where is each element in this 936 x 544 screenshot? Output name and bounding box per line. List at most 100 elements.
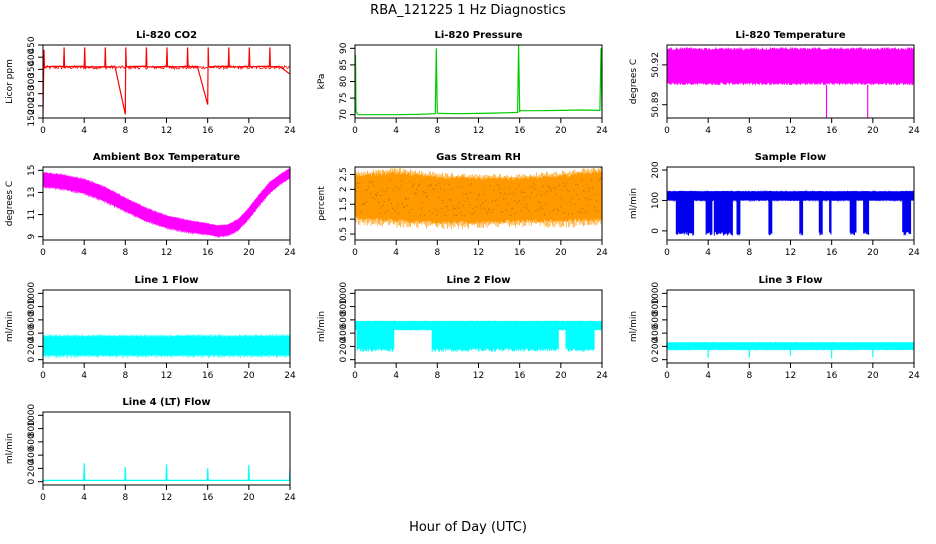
series-dropout-sample-flow-5 bbox=[799, 191, 804, 236]
ytick-label-line-2-flow-1000: 1000 bbox=[339, 282, 349, 305]
series-dropout-sample-flow-7 bbox=[829, 191, 832, 235]
ytick-label-ambient-box-temperature-15: 15 bbox=[27, 165, 37, 176]
series-dropout-line-2-flow-1 bbox=[431, 321, 559, 352]
series-line-line-4-lt-flow bbox=[43, 463, 290, 481]
xtick-label-li-820-pressure-24: 24 bbox=[596, 126, 608, 136]
ytick-label-li-820-pressure-80: 80 bbox=[339, 76, 349, 88]
xtick-label-gas-stream-rh-16: 16 bbox=[514, 248, 526, 258]
ytick-label-line-3-flow-0: 0 bbox=[651, 357, 661, 363]
ytick-label-li-820-temperature-50.92: 50.92 bbox=[651, 52, 661, 78]
xtick-label-line-2-flow-16: 16 bbox=[514, 371, 526, 381]
series-line-3-flow bbox=[667, 341, 914, 359]
xtick-label-line-3-flow-4: 4 bbox=[705, 371, 711, 381]
xtick-label-sample-flow-8: 8 bbox=[746, 248, 752, 258]
xtick-label-li-820-temperature-8: 8 bbox=[746, 126, 752, 136]
xtick-label-li-820-co2-0: 0 bbox=[40, 126, 46, 136]
xtick-label-line-2-flow-20: 20 bbox=[555, 371, 567, 381]
ytick-label-line-3-flow-400: 400 bbox=[651, 324, 661, 341]
xtick-label-ambient-box-temperature-16: 16 bbox=[202, 248, 214, 258]
ytick-label-line-1-flow-800: 800 bbox=[27, 298, 37, 315]
panel-ylabel-line-1-flow: ml/min bbox=[5, 311, 15, 342]
xtick-label-line-2-flow-0: 0 bbox=[352, 371, 358, 381]
ytick-label-line-1-flow-200: 200 bbox=[27, 338, 37, 355]
ytick-label-line-2-flow-400: 400 bbox=[339, 324, 349, 341]
panel-li-820-temperature: Li-820 Temperature degrees C 0 4 8 12 16 20 24 50… bbox=[629, 30, 920, 136]
ytick-label-line-3-flow-1000: 1000 bbox=[651, 282, 661, 305]
xtick-label-li-820-co2-12: 12 bbox=[161, 126, 172, 136]
ytick-label-li-820-pressure-75: 75 bbox=[339, 92, 349, 103]
series-dropout-sample-flow-9 bbox=[863, 191, 870, 235]
figure-title: RBA_121225 1 Hz Diagnostics bbox=[370, 3, 566, 18]
xtick-label-line-1-flow-16: 16 bbox=[202, 371, 214, 381]
xtick-label-line-1-flow-24: 24 bbox=[284, 371, 296, 381]
ytick-label-gas-stream-rh-2: 2 bbox=[339, 186, 349, 192]
xtick-label-li-820-pressure-16: 16 bbox=[514, 126, 526, 136]
ytick-label-line-4-lt-flow-200: 200 bbox=[27, 460, 37, 477]
xtick-label-ambient-box-temperature-0: 0 bbox=[40, 248, 46, 258]
series-line-4-lt-flow bbox=[43, 463, 290, 481]
panel-line-4-lt-flow: Line 4 (LT) Flow ml/min 0 4 8 12 16 20 24 0 200400… bbox=[5, 397, 296, 503]
xtick-label-sample-flow-12: 12 bbox=[785, 248, 796, 258]
xtick-label-line-4-lt-flow-20: 20 bbox=[243, 493, 255, 503]
series-hatch-line-1-flow bbox=[43, 334, 290, 359]
panel-line-1-flow: Line 1 Flow ml/min 0 4 8 12 16 20 24 0 20040060080… bbox=[5, 275, 296, 381]
xtick-label-sample-flow-0: 0 bbox=[664, 248, 670, 258]
xtick-label-line-1-flow-8: 8 bbox=[122, 371, 128, 381]
panel-title-gas-stream-rh: Gas Stream RH bbox=[436, 152, 521, 163]
xtick-label-li-820-pressure-4: 4 bbox=[393, 126, 399, 136]
xtick-label-line-2-flow-4: 4 bbox=[393, 371, 399, 381]
xtick-label-sample-flow-20: 20 bbox=[867, 248, 879, 258]
ytick-label-li-820-co2-150: 150 bbox=[27, 109, 37, 126]
xtick-label-li-820-pressure-12: 12 bbox=[473, 126, 484, 136]
panel-ambient-box-temperature: Ambient Box Temperature degrees C 0 4 8 12 16 2… bbox=[5, 152, 296, 258]
series-dropout-sample-flow-4 bbox=[768, 191, 773, 236]
ytick-label-line-1-flow-400: 400 bbox=[27, 324, 37, 341]
xtick-label-line-3-flow-0: 0 bbox=[664, 371, 670, 381]
ytick-label-gas-stream-rh-0.5: 0.5 bbox=[339, 227, 349, 241]
ytick-label-line-4-lt-flow-1000: 1000 bbox=[27, 404, 37, 427]
ytick-label-line-4-lt-flow-800: 800 bbox=[27, 420, 37, 437]
xtick-label-li-820-temperature-16: 16 bbox=[826, 126, 838, 136]
ytick-label-line-3-flow-200: 200 bbox=[651, 338, 661, 355]
series-dropout-line-2-flow-0 bbox=[356, 321, 395, 352]
series-hatch-line-3-flow bbox=[667, 341, 914, 351]
series-dropout-sample-flow-3 bbox=[736, 191, 741, 236]
series-hatch-gas-stream-rh bbox=[355, 167, 602, 230]
series-hatch-ambient-box-temperature bbox=[43, 168, 290, 238]
panel-title-ambient-box-temperature: Ambient Box Temperature bbox=[93, 152, 240, 163]
xtick-label-gas-stream-rh-8: 8 bbox=[434, 248, 440, 258]
xtick-label-li-820-co2-24: 24 bbox=[284, 126, 296, 136]
xtick-label-li-820-temperature-4: 4 bbox=[705, 126, 711, 136]
xtick-label-ambient-box-temperature-20: 20 bbox=[243, 248, 255, 258]
ytick-label-li-820-pressure-85: 85 bbox=[339, 59, 349, 70]
xtick-label-line-3-flow-20: 20 bbox=[867, 371, 879, 381]
panel-frame-sample-flow bbox=[666, 166, 915, 241]
xtick-label-sample-flow-4: 4 bbox=[705, 248, 711, 258]
ytick-label-ambient-box-temperature-11: 11 bbox=[27, 209, 37, 220]
xtick-label-line-2-flow-24: 24 bbox=[596, 371, 608, 381]
series-dropout-sample-flow-0 bbox=[675, 191, 695, 236]
xtick-label-li-820-co2-16: 16 bbox=[202, 126, 214, 136]
panel-sample-flow: Sample Flow ml/min 0 4 8 12 16 20 24 0 100 200 bbox=[629, 152, 920, 258]
series-li-820-temperature bbox=[667, 46, 914, 118]
ytick-label-gas-stream-rh-2.5: 2.5 bbox=[339, 167, 349, 181]
ytick-label-line-3-flow-600: 600 bbox=[651, 311, 661, 328]
ytick-label-ambient-box-temperature-13: 13 bbox=[27, 187, 37, 198]
ytick-label-gas-stream-rh-1.5: 1.5 bbox=[339, 197, 349, 211]
xtick-label-sample-flow-16: 16 bbox=[826, 248, 838, 258]
xtick-label-line-4-lt-flow-24: 24 bbox=[284, 493, 296, 503]
xtick-label-ambient-box-temperature-24: 24 bbox=[284, 248, 296, 258]
xtick-label-line-4-lt-flow-8: 8 bbox=[122, 493, 128, 503]
series-dropout-sample-flow-6 bbox=[818, 191, 823, 236]
ytick-label-line-1-flow-1000: 1000 bbox=[27, 282, 37, 305]
ytick-label-sample-flow-0: 0 bbox=[651, 228, 661, 234]
xtick-label-li-820-temperature-20: 20 bbox=[867, 126, 879, 136]
ytick-label-li-820-pressure-90: 90 bbox=[339, 42, 349, 54]
ytick-label-line-1-flow-600: 600 bbox=[27, 311, 37, 328]
xtick-label-gas-stream-rh-24: 24 bbox=[596, 248, 608, 258]
xtick-label-line-1-flow-12: 12 bbox=[161, 371, 172, 381]
xtick-label-ambient-box-temperature-4: 4 bbox=[81, 248, 87, 258]
